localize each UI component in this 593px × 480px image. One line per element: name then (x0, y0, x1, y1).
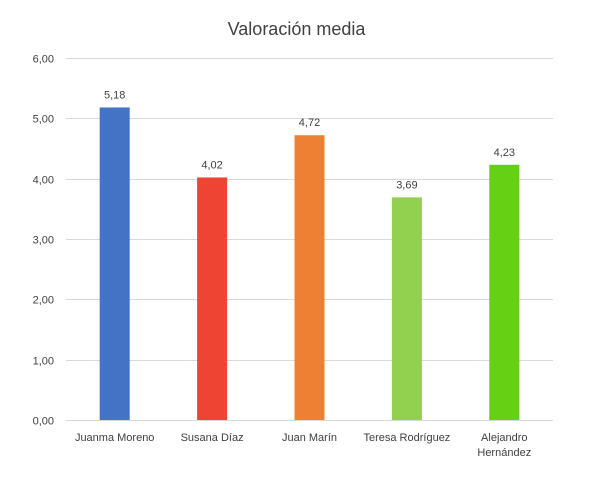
x-category-label-line: Hernández (477, 447, 531, 459)
bar (99, 107, 130, 421)
y-tick-label: 2,00 (33, 295, 54, 307)
y-tick-label: 1,00 (33, 356, 54, 368)
data-label: 5,18 (104, 89, 125, 101)
chart-title: Valoración media (227, 19, 366, 39)
bars (99, 107, 520, 421)
y-tick-label: 4,00 (33, 175, 54, 187)
x-category-label: Juanma Moreno (75, 432, 155, 444)
x-category-label-line: Susana Díaz (181, 432, 244, 444)
bar (391, 197, 422, 420)
y-tick-label: 3,00 (33, 235, 54, 247)
labels: 0,00 1,00 2,00 3,00 4,00 5,00 6,00 5,18 Juanma M… (33, 54, 532, 460)
x-category-label: Teresa Rodríguez (363, 432, 450, 444)
bar (489, 164, 520, 420)
x-category-label-line: Teresa Rodríguez (363, 432, 450, 444)
y-tick-label: 5,00 (33, 114, 54, 126)
data-label: 4,02 (201, 159, 222, 171)
data-label: 4,72 (299, 117, 320, 129)
x-category-label-line: Juanma Moreno (75, 432, 155, 444)
y-tick-label: 6,00 (33, 54, 54, 66)
x-category-label-line: Juan Marín (282, 432, 337, 444)
data-label: 4,23 (494, 147, 515, 159)
x-category-label: Susana Díaz (181, 432, 244, 444)
bar (294, 135, 325, 420)
x-category-label: Alejandro Hernández (477, 432, 531, 459)
y-tick-label: 0,00 (33, 416, 54, 428)
bar (197, 177, 228, 420)
data-label: 3,69 (396, 179, 417, 191)
x-category-label: Juan Marín (282, 432, 337, 444)
x-category-label-line: Alejandro (481, 432, 527, 444)
